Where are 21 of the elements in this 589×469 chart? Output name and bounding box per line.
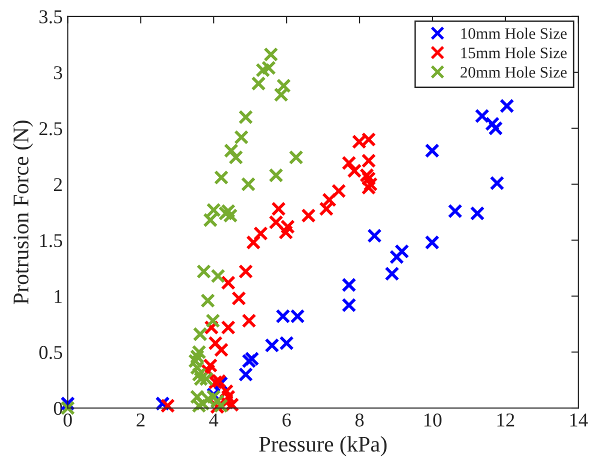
legend-label: 10mm Hole Size: [461, 28, 567, 39]
x-tick-label: 0: [64, 413, 72, 427]
x-tick-label: 4: [209, 414, 218, 426]
y-tick-label: 2: [54, 178, 62, 191]
y-tick-label: 2.5: [39, 122, 62, 136]
x-tick-label: 2: [136, 414, 144, 426]
x-tick-label: 14: [570, 414, 588, 426]
legend-label: 20mm Hole Size: [460, 66, 567, 78]
y-tick-label: 3.5: [40, 10, 62, 24]
y-tick-label: 1.5: [40, 234, 62, 248]
legend-label: 15mm Hole Size: [461, 47, 567, 58]
x-tick-label: 12: [497, 414, 514, 426]
x-tick-label: 8: [355, 413, 364, 427]
x-axis-title: Pressure (kPa): [259, 436, 387, 456]
x-tick-label: 10: [424, 413, 442, 427]
x-tick-label: 6: [282, 414, 291, 427]
y-tick-label: 0.5: [39, 346, 62, 360]
y-axis-title: Protrusion Force (N): [12, 120, 34, 304]
y-tick-label: 0: [54, 402, 62, 415]
y-tick-label: 3: [54, 66, 62, 80]
y-tick-label: 1: [54, 290, 62, 303]
